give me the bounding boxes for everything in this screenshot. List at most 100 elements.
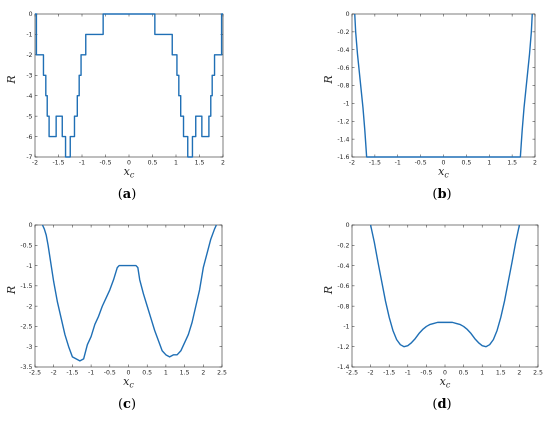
y-tick-label: -4	[26, 93, 32, 100]
caption-letter: a	[123, 187, 132, 202]
x-tick-label: -0.5	[420, 370, 432, 377]
caption-open-paren: (	[118, 397, 123, 412]
y-tick-label: -3.5	[20, 364, 32, 371]
y-tick-label: -2	[26, 52, 32, 59]
caption-open-paren: (	[118, 187, 123, 202]
x-tick-label: 1.5	[180, 370, 190, 377]
x-tick-label: -2	[51, 370, 57, 377]
y-axis-label: R	[322, 75, 335, 84]
plot-area-b	[351, 13, 536, 158]
y-tick-label: -0.6	[337, 283, 349, 290]
x-tick-label: -2.5	[346, 370, 358, 377]
x-tick-label: 1.5	[507, 160, 517, 167]
y-tick-label: 0	[346, 11, 350, 18]
x-tick-label: 1	[480, 370, 484, 377]
x-tick-label: -1.5	[52, 160, 64, 167]
x-tick-label: -2	[368, 370, 374, 377]
x-tick-label: -1.5	[66, 370, 78, 377]
x-tick-label: 1.5	[496, 370, 506, 377]
panel-b: -2 -1.5 -1 -0.5 0 0.5 1 1.5 2 0 -0.2 -0.4 -0.6 -0.8 -1…	[322, 11, 537, 202]
x-tick-label: -0.5	[104, 370, 116, 377]
x-tick-label: 0.5	[461, 160, 471, 167]
panel-a: -2 -1.5 -1 -0.5 0 0.5 1 1.5 2 0 -1 -2 -3 -4 -5 -6 -7 xc R (…	[5, 11, 225, 202]
y-tick-label: -1.4	[337, 364, 349, 371]
x-tick-label: 2.5	[217, 370, 227, 377]
x-tick-label: 1.5	[195, 160, 205, 167]
x-tick-label: -1.5	[369, 160, 381, 167]
y-tick-label: -1.6	[337, 154, 349, 161]
y-tick-label: -0.6	[337, 65, 349, 72]
caption-letter: d	[437, 397, 446, 412]
x-axis-label: xc	[124, 165, 135, 180]
x-axis-label: xc	[438, 165, 449, 180]
x-axis-label-sub: c	[446, 381, 451, 390]
y-axis-label: R	[322, 286, 335, 295]
x-axis-label-main: x	[123, 375, 130, 388]
plot-area-c	[34, 224, 223, 368]
y-tick-label: 0	[29, 11, 33, 18]
x-tick-label: -1	[395, 160, 401, 167]
y-tick-label: -0.5	[20, 242, 32, 249]
x-tick-label: 0	[442, 160, 446, 167]
x-tick-label: 1	[174, 160, 178, 167]
y-tick-label: 0	[29, 222, 33, 229]
y-tick-label: -1.2	[337, 344, 349, 351]
caption-letter: c	[123, 397, 131, 412]
caption-close-paren: )	[447, 187, 452, 202]
panel-caption: (a)	[118, 187, 137, 202]
y-tick-label: -1	[343, 101, 349, 108]
y-axis-label: R	[5, 75, 18, 84]
x-tick-label: 1	[487, 160, 491, 167]
caption-open-paren: (	[432, 397, 437, 412]
series-line-b	[354, 13, 533, 158]
x-tick-label: 1	[164, 370, 168, 377]
panel-caption: (c)	[118, 397, 136, 412]
x-tick-label: 2	[221, 160, 225, 167]
x-tick-label: 0.5	[142, 370, 152, 377]
plot-area-a	[34, 13, 224, 158]
y-tick-label: -2.5	[20, 324, 32, 331]
x-axis-label-main: x	[124, 165, 131, 178]
caption-open-paren: (	[432, 187, 437, 202]
y-tick-label: 0	[346, 222, 350, 229]
caption-close-paren: )	[447, 397, 452, 412]
x-axis-label: xc	[123, 375, 134, 390]
y-tick-label: -0.4	[337, 263, 349, 270]
y-axis-label: R	[5, 286, 18, 295]
y-tick-label: -3	[26, 72, 32, 79]
x-tick-label: 2	[517, 370, 521, 377]
x-tick-label: 0	[443, 370, 447, 377]
x-tick-label: -1	[88, 370, 94, 377]
y-tick-label: -1.2	[337, 118, 349, 125]
panel-c: -2.5 -2 -1.5 -1 -0.5 0 0.5 1 1.5 2 2.5 0 -0.5 -1 -1.5 -…	[5, 222, 227, 412]
panel-caption: (b)	[432, 187, 451, 202]
y-tick-label: -0.2	[337, 29, 349, 36]
x-axis-label-sub: c	[130, 171, 135, 180]
y-tick-label: -0.2	[337, 242, 349, 249]
x-tick-label: 2	[533, 160, 537, 167]
y-tick-label: -1	[343, 324, 349, 331]
y-tick-label: -6	[26, 134, 32, 141]
y-tick-label: -5	[26, 113, 32, 120]
plot-area-d	[351, 224, 539, 368]
y-tick-label: -0.4	[337, 47, 349, 54]
x-tick-label: -0.5	[99, 160, 111, 167]
series-line-d	[369, 224, 521, 348]
y-tick-label: -1	[26, 263, 32, 270]
x-tick-label: -1	[79, 160, 85, 167]
x-tick-label: 2.5	[533, 370, 543, 377]
y-tick-label: -2	[26, 303, 32, 310]
y-tick-label: -0.8	[337, 83, 349, 90]
caption-close-paren: )	[131, 187, 136, 202]
caption-letter: b	[437, 187, 446, 202]
x-tick-label: 2	[201, 370, 205, 377]
x-axis-label-main: x	[438, 165, 445, 178]
x-axis-label-sub: c	[129, 381, 134, 390]
y-tick-label: -0.8	[337, 303, 349, 310]
x-tick-label: -2	[349, 160, 355, 167]
x-axis-label-sub: c	[444, 171, 449, 180]
x-tick-label: 0.5	[148, 160, 158, 167]
y-tick-label: -7	[26, 154, 32, 161]
x-tick-label: 0	[127, 160, 131, 167]
